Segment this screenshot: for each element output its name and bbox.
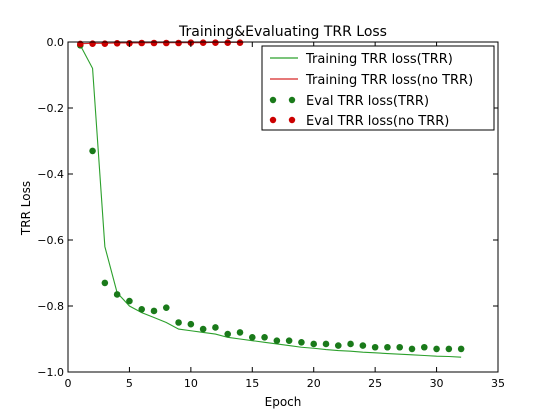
series-2-point bbox=[408, 345, 416, 353]
series-3-point bbox=[138, 39, 146, 47]
series-3-point bbox=[162, 39, 170, 47]
x-tick-label: 20 bbox=[307, 377, 321, 390]
series-3-point bbox=[224, 39, 232, 46]
series-2-point bbox=[334, 342, 342, 349]
plot-area bbox=[76, 39, 465, 358]
x-tick-label: 15 bbox=[245, 377, 259, 390]
y-axis-ticks: −1.0 −0.8 −0.6 −0.4 −0.2 0.0 bbox=[37, 36, 498, 379]
x-tick-label: 10 bbox=[184, 377, 198, 390]
legend: Training TRR loss(TRR) Training TRR loss… bbox=[261, 45, 495, 131]
series-2-point bbox=[187, 320, 195, 328]
series-2-point bbox=[285, 337, 293, 344]
legend-label-eval-no-trr: Eval TRR loss(no TRR) bbox=[306, 114, 449, 129]
y-tick-label: −1.0 bbox=[37, 366, 64, 379]
x-tick-label: 35 bbox=[491, 377, 505, 390]
series-2-point bbox=[359, 342, 367, 349]
series-2-point bbox=[445, 345, 453, 353]
series-2-point bbox=[273, 337, 281, 344]
y-axis-label: TRR Loss bbox=[19, 181, 33, 236]
series-2-point bbox=[384, 343, 391, 351]
series-3-point bbox=[150, 39, 158, 47]
chart-title: Training&Evaluating TRR Loss bbox=[178, 24, 387, 40]
series-2-point bbox=[89, 147, 96, 155]
legend-label-training-no-trr: Training TRR loss(no TRR) bbox=[305, 73, 473, 88]
x-tick-label: 0 bbox=[65, 377, 72, 390]
series-3-point bbox=[101, 40, 109, 47]
series-2-point bbox=[101, 279, 109, 287]
series-3-point bbox=[175, 39, 182, 47]
series-2-point bbox=[433, 345, 440, 353]
series-line-0 bbox=[79, 45, 462, 358]
series-3-point bbox=[199, 39, 207, 46]
series-2-point bbox=[347, 340, 354, 348]
legend-marker-eval-trr-b bbox=[288, 96, 296, 104]
plot-frame bbox=[67, 41, 499, 373]
y-tick-label: −0.6 bbox=[37, 234, 64, 247]
series-3-point bbox=[113, 40, 121, 47]
series-3-point bbox=[212, 39, 219, 46]
series-2-point bbox=[199, 325, 207, 333]
series-2-point bbox=[224, 330, 232, 338]
series-3-point bbox=[89, 40, 96, 47]
x-tick-label: 30 bbox=[430, 377, 444, 390]
series-2-point bbox=[113, 291, 121, 298]
series-2-point bbox=[322, 340, 330, 348]
legend-label-training-trr: Training TRR loss(TRR) bbox=[305, 52, 453, 67]
series-2-point bbox=[175, 319, 182, 326]
legend-marker-eval-trr-a bbox=[269, 96, 277, 104]
series-2-point bbox=[248, 334, 256, 341]
x-tick-label: 5 bbox=[126, 377, 133, 390]
legend-box bbox=[261, 45, 495, 131]
series-2-point bbox=[261, 334, 268, 341]
y-tick-label: 0.0 bbox=[47, 36, 65, 49]
series-2-point bbox=[212, 324, 219, 331]
y-tick-label: −0.8 bbox=[37, 300, 64, 313]
legend-marker-eval-no-trr-a bbox=[269, 116, 277, 124]
series-2-point bbox=[162, 304, 170, 311]
y-tick-label: −0.4 bbox=[37, 168, 64, 181]
y-tick-label: −0.2 bbox=[37, 102, 64, 115]
legend-label-eval-trr: Eval TRR loss(TRR) bbox=[306, 94, 429, 109]
series-2-point bbox=[138, 306, 146, 313]
legend-marker-eval-no-trr-b bbox=[288, 116, 296, 124]
series-2-point bbox=[150, 307, 158, 315]
series-2-point bbox=[310, 340, 318, 348]
series-2-point bbox=[298, 339, 305, 346]
series-2-point bbox=[126, 297, 133, 305]
series-3-point bbox=[236, 39, 244, 46]
series-2-point bbox=[396, 343, 404, 351]
series-2-point bbox=[457, 345, 465, 353]
series-2-point bbox=[236, 329, 244, 336]
x-tick-label: 25 bbox=[368, 377, 382, 390]
series-2-point bbox=[420, 343, 428, 351]
series-2-point bbox=[371, 343, 379, 351]
x-axis-label: Epoch bbox=[265, 395, 302, 409]
